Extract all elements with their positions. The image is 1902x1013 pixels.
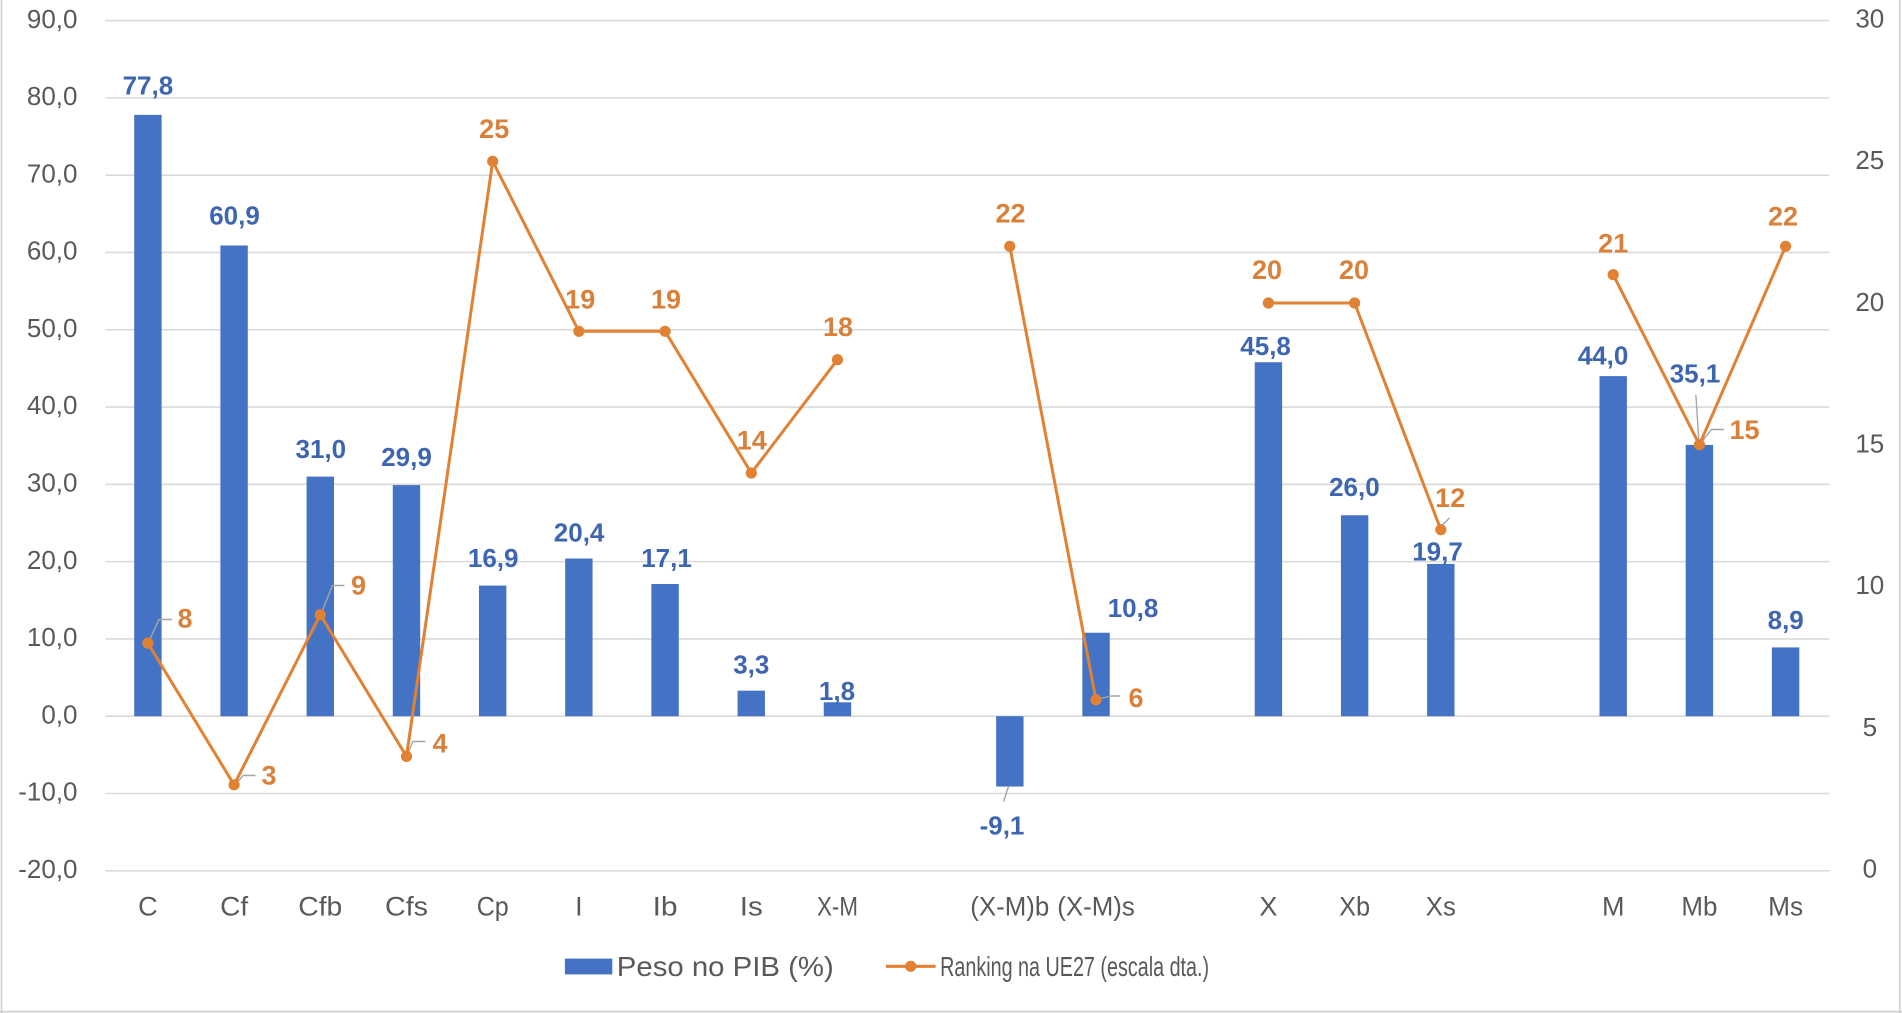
svg-text:25: 25 [479,114,509,144]
svg-text:20,0: 20,0 [27,545,78,575]
svg-text:26,0: 26,0 [1329,472,1380,502]
svg-text:17,1: 17,1 [641,543,692,573]
svg-text:1,8: 1,8 [819,676,855,706]
svg-text:0: 0 [1863,854,1877,884]
svg-text:21: 21 [1598,228,1628,258]
svg-text:3,3: 3,3 [733,649,769,679]
svg-text:Is: Is [740,892,763,922]
svg-text:Cfs: Cfs [385,892,428,922]
svg-text:16,9: 16,9 [468,543,519,573]
svg-text:30,0: 30,0 [27,468,78,498]
svg-text:35,1: 35,1 [1670,359,1721,389]
svg-text:20,4: 20,4 [554,518,605,548]
svg-text:40,0: 40,0 [27,390,78,420]
svg-text:10,0: 10,0 [27,622,78,652]
svg-text:8: 8 [177,603,192,633]
svg-text:Ms: Ms [1768,892,1803,922]
svg-text:-20,0: -20,0 [18,854,77,884]
svg-text:I: I [575,892,583,922]
svg-text:8,9: 8,9 [1768,605,1804,635]
svg-text:45,8: 45,8 [1240,331,1291,361]
svg-text:80,0: 80,0 [27,81,78,111]
svg-text:Cfb: Cfb [298,892,342,922]
svg-text:29,9: 29,9 [381,442,432,472]
svg-text:22: 22 [1768,201,1798,231]
svg-text:25: 25 [1855,145,1884,175]
svg-text:77,8: 77,8 [123,70,174,100]
svg-text:Ib: Ib [653,892,678,922]
svg-text:4: 4 [432,729,447,759]
svg-text:10: 10 [1855,570,1884,600]
svg-text:15: 15 [1855,429,1884,459]
svg-text:M: M [1602,892,1625,922]
svg-text:Xb: Xb [1339,892,1370,922]
svg-text:19,7: 19,7 [1412,537,1463,567]
svg-text:(X-M)s: (X-M)s [1057,892,1135,922]
svg-text:30: 30 [1855,3,1884,33]
svg-text:14: 14 [737,426,767,456]
svg-text:20: 20 [1855,287,1884,317]
svg-text:19: 19 [565,285,595,315]
svg-text:Cp: Cp [477,892,509,922]
svg-text:22: 22 [995,199,1025,229]
svg-text:X: X [1259,892,1277,922]
svg-text:Mb: Mb [1681,892,1717,922]
svg-text:20: 20 [1252,255,1282,285]
svg-text:0,0: 0,0 [41,699,77,729]
svg-text:(X-M)b: (X-M)b [970,892,1049,922]
svg-text:12: 12 [1435,483,1465,513]
svg-text:31,0: 31,0 [295,434,346,464]
svg-text:-10,0: -10,0 [18,777,77,807]
svg-text:44,0: 44,0 [1578,341,1629,371]
svg-text:9: 9 [351,570,366,600]
svg-text:X-M: X-M [817,892,858,922]
svg-text:3: 3 [261,761,276,791]
svg-text:C: C [138,892,158,922]
svg-text:Xs: Xs [1426,892,1456,922]
svg-text:18: 18 [823,312,853,342]
svg-text:Cf: Cf [220,892,249,922]
svg-text:5: 5 [1863,712,1877,742]
svg-text:19: 19 [651,285,681,315]
svg-text:Peso no PIB (%): Peso no PIB (%) [617,951,834,982]
svg-text:6: 6 [1128,683,1143,713]
svg-text:60,0: 60,0 [27,236,78,266]
svg-text:-9,1: -9,1 [980,811,1025,841]
svg-text:Ranking na UE27 (escala dta.): Ranking na UE27 (escala dta.) [940,951,1209,982]
svg-text:60,9: 60,9 [209,201,260,231]
svg-text:20: 20 [1339,255,1369,285]
svg-text:70,0: 70,0 [27,158,78,188]
svg-text:50,0: 50,0 [27,313,78,343]
svg-text:90,0: 90,0 [27,4,78,34]
svg-text:15: 15 [1729,415,1759,445]
svg-text:10,8: 10,8 [1108,593,1159,623]
